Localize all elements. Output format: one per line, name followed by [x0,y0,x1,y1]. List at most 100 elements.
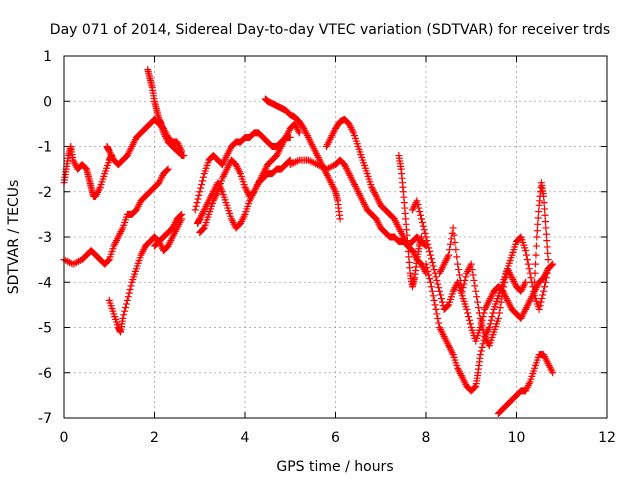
data-point [466,320,474,328]
data-point [423,264,431,272]
data-point [452,246,460,254]
data-point [501,278,509,286]
data-point [419,222,427,230]
data-point [486,320,494,328]
data-point [164,165,172,173]
data-point [425,244,433,252]
data-point [428,258,436,266]
data-point [489,309,497,317]
data-point [196,188,204,196]
x-tick-label: 0 [60,430,69,446]
data-point [543,237,551,245]
data-point [467,260,475,268]
y-axis-label: SDTVAR / TECUs [6,180,22,295]
data-point [194,195,202,203]
data-point [122,304,130,312]
data-point [122,300,130,308]
data-point [544,265,552,273]
x-tick-label: 10 [508,430,526,446]
data-point [529,283,537,291]
data-point [460,280,468,288]
y-tick-label: 1 [43,49,52,65]
data-point [541,283,549,291]
data-point [549,260,557,268]
data-point [531,269,539,277]
data-point [434,280,442,288]
data-point [424,267,432,275]
data-point [426,275,434,283]
data-point [438,298,446,306]
data-point [431,301,439,309]
data-point [447,235,455,243]
data-point [449,224,457,232]
y-tick-label: -6 [38,366,52,382]
data-point [180,152,188,160]
data-points [60,66,557,417]
data-point [536,302,544,310]
data-point [445,251,453,259]
data-point [479,325,487,333]
data-point [497,298,505,306]
data-point [124,293,132,301]
data-point [434,314,442,322]
data-point [191,206,199,214]
data-point [542,230,550,238]
data-point [192,202,200,210]
chart-title: Day 071 of 2014, Sidereal Day-to-day VTE… [50,22,610,38]
series-track-12 [322,115,430,277]
series-track-6 [151,215,186,255]
data-point [422,260,430,268]
data-point [543,243,551,251]
data-point [413,197,421,205]
data-point [465,316,473,324]
data-point [495,309,503,317]
data-point [417,215,425,223]
data-point [485,324,493,331]
data-point [414,200,422,208]
data-point [421,229,429,237]
series-track-3 [103,115,186,169]
series-track-4 [105,210,186,336]
series-track-2 [60,165,172,268]
series-track-13 [395,152,425,291]
data-point [428,287,436,295]
data-point [471,383,479,391]
data-point [429,262,437,270]
y-tick-label: -5 [38,321,52,337]
data-point [500,283,508,291]
data-point [178,215,186,223]
data-point [525,265,533,273]
y-tick-label: -7 [38,411,52,427]
data-point [534,214,542,222]
series-track-18 [494,351,557,417]
data-point [435,319,443,327]
data-point [473,293,481,301]
data-point [522,278,530,286]
data-point [458,287,466,295]
data-point [535,208,543,216]
data-point [480,329,488,337]
grid [64,56,607,418]
series-track-5 [144,66,188,160]
data-point [420,226,428,234]
data-point [461,276,469,284]
data-point [126,285,134,293]
data-point [446,246,454,254]
data-point [542,274,550,282]
data-point [475,309,483,317]
data-point [193,199,201,207]
data-point [487,316,495,324]
data-point [474,304,482,312]
data-point [418,219,426,227]
data-point [533,227,541,235]
x-tick-label: 8 [422,430,431,446]
x-tick-label: 2 [150,430,159,446]
data-point [436,287,444,295]
data-point [544,256,552,264]
data-point [540,199,548,207]
y-axis-tick-labels: 1 0 -1 -2 -3 -4 -5 -6 -7 [38,49,52,427]
data-point [542,224,550,232]
series-track-15 [422,233,552,395]
data-point [198,181,206,189]
data-point [198,177,206,185]
